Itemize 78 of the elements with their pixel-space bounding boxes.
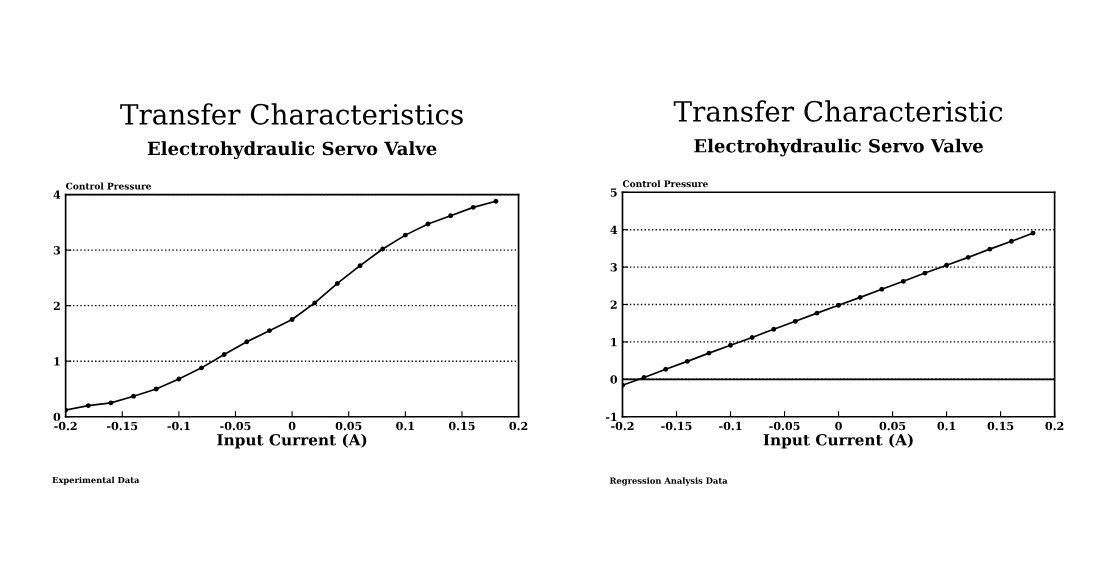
point: [749, 334, 755, 340]
y-tick-label: 5: [610, 188, 617, 197]
point: [965, 254, 971, 260]
x-tick-label: -0.05: [769, 421, 800, 431]
x-tick-label: 0.15: [987, 421, 1014, 431]
point: [108, 400, 114, 406]
point: [706, 350, 712, 356]
chart-title: Transfer Characteristics: [120, 103, 463, 125]
x-tick-label: 0.2: [1045, 421, 1064, 431]
point: [1030, 230, 1036, 236]
y-tick-label: 3: [53, 246, 61, 255]
point: [792, 318, 798, 324]
point: [425, 221, 431, 227]
y-tick-label: 2: [610, 300, 617, 309]
point: [176, 376, 182, 382]
point: [153, 386, 159, 392]
point: [900, 278, 906, 284]
x-tick-label: -0.1: [167, 421, 190, 431]
point: [771, 326, 777, 332]
point: [944, 262, 950, 268]
y-tick-label: 4: [53, 190, 61, 199]
x-tick-label: -0.1: [719, 421, 742, 431]
y-axis-title: Control Pressure: [66, 182, 152, 190]
point: [922, 270, 928, 276]
point: [641, 375, 647, 380]
point: [402, 232, 408, 238]
x-tick-label: 0: [288, 421, 296, 431]
y-tick-label: 0: [610, 375, 618, 384]
y-tick-label: 2: [53, 301, 60, 310]
point: [1008, 238, 1014, 244]
x-tick-label: 0.1: [937, 421, 956, 431]
point: [244, 339, 250, 345]
point: [85, 403, 91, 409]
point: [380, 246, 386, 252]
chart-title: Transfer Characteristic: [673, 100, 1003, 122]
point: [857, 294, 863, 300]
y-tick-label: 4: [610, 225, 618, 234]
chart-subtitle: Electrohydraulic Servo Valve: [147, 141, 437, 160]
y-axis-title: Control Pressure: [622, 180, 708, 188]
point: [312, 300, 318, 306]
x-tick-label: -0.2: [54, 421, 77, 431]
point: [493, 198, 499, 204]
point: [684, 358, 690, 364]
point: [663, 366, 669, 372]
y-tick-label: 0: [53, 412, 61, 422]
point: [267, 328, 272, 334]
y-tick-label: 1: [611, 337, 617, 347]
y-tick-label: -1: [605, 412, 617, 421]
x-tick-label: 0.2: [509, 421, 528, 431]
x-axis-title: Input Current (A): [217, 433, 367, 449]
x-tick-label: -0.15: [661, 421, 692, 431]
text: Experimental Data: [52, 476, 140, 485]
x-tick-label: 0.15: [448, 421, 475, 431]
x-tick-label: 0.05: [335, 421, 362, 431]
x-tick-label: 0: [835, 421, 842, 431]
point: [987, 246, 993, 252]
x-tick-label: -0.2: [611, 421, 634, 431]
point: [448, 213, 454, 219]
text: Regression Analysis Data: [609, 477, 728, 486]
x-tick-label: 0.1: [396, 421, 414, 431]
point: [814, 310, 820, 316]
point: [728, 342, 733, 348]
point: [289, 317, 295, 322]
point: [836, 302, 841, 308]
point: [221, 352, 227, 357]
point: [131, 393, 137, 399]
point: [334, 281, 340, 286]
x-tick-label: 0.05: [879, 421, 906, 431]
y-tick-label: 3: [610, 263, 617, 272]
point: [357, 263, 363, 269]
x-tick-label: -0.05: [220, 421, 251, 431]
y-tick-label: 1: [54, 357, 60, 366]
point: [879, 286, 885, 292]
x-axis-title: Input Current (A): [763, 433, 913, 449]
point: [470, 204, 476, 210]
point: [199, 365, 204, 371]
chart-subtitle: Electrohydraulic Servo Valve: [694, 138, 983, 157]
x-tick-label: -0.15: [107, 421, 138, 431]
